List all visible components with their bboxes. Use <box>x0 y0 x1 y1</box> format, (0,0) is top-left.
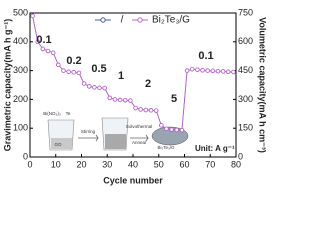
x-tick-label: 70 <box>205 159 215 169</box>
data-point <box>210 68 216 73</box>
data-point <box>215 68 221 74</box>
data-point <box>61 68 66 73</box>
inset <box>47 117 189 151</box>
data-point <box>92 85 97 90</box>
data-point <box>117 97 123 103</box>
data-point <box>97 85 102 91</box>
data-point <box>226 69 231 74</box>
data-point <box>174 127 179 133</box>
data-point <box>87 84 92 89</box>
x-tick-label: 60 <box>179 159 189 169</box>
y2-axis-title: Volumetric capacity(mA h cm⁻³) <box>258 17 268 153</box>
data-point <box>56 62 61 68</box>
beaker-liquid <box>51 138 72 149</box>
x-tick-label: 30 <box>102 159 112 169</box>
data-point <box>138 107 143 112</box>
data-point <box>195 67 200 72</box>
data-point <box>66 69 71 74</box>
y-axis-title: Gravimetric capacity(mA h g⁻¹) <box>2 19 12 151</box>
series-line <box>32 15 234 131</box>
data-point <box>76 70 82 76</box>
rate-label: 0.1 <box>198 50 213 62</box>
inset-label: Solvothermal <box>126 124 152 129</box>
legend-marker <box>100 17 106 23</box>
data-point <box>184 68 190 73</box>
y2-tick-label: 750 <box>238 7 253 17</box>
data-point <box>30 13 35 19</box>
inset-label: Anneal <box>132 140 146 145</box>
inset-label: Stirring <box>81 129 96 134</box>
y-tick-label: 100 <box>13 123 28 133</box>
data-point <box>190 66 195 72</box>
data-point <box>107 95 113 101</box>
rate-label: 0.2 <box>66 55 81 67</box>
data-point <box>148 108 154 113</box>
data-point <box>45 48 51 54</box>
inset-label: Te <box>66 111 71 116</box>
y-tick-label: 300 <box>13 65 28 75</box>
x-tick-label: 20 <box>76 159 86 169</box>
product <box>151 126 189 146</box>
x-tick-label: 40 <box>128 159 138 169</box>
data-point <box>123 97 128 103</box>
y-tick-label: 200 <box>13 94 28 104</box>
data-point <box>220 69 226 74</box>
data-point <box>164 126 169 131</box>
data-point <box>169 127 174 132</box>
y-tick-label: 400 <box>13 36 28 46</box>
y2-tick-label: 600 <box>238 36 253 46</box>
y2-tick-label: 450 <box>238 65 253 75</box>
data-point <box>231 69 236 75</box>
y-tick-label: 0 <box>23 151 28 161</box>
rate-label: 5 <box>171 93 177 105</box>
data-point <box>50 50 56 55</box>
legend-marker <box>137 17 143 23</box>
data-point <box>205 68 210 73</box>
data-point <box>200 68 205 73</box>
arrow <box>130 134 149 142</box>
arrow <box>78 134 99 142</box>
rate-label: 1 <box>118 70 124 82</box>
data-point <box>179 127 185 133</box>
data-point <box>128 98 133 103</box>
data-point <box>143 107 149 113</box>
y2-tick-label: 300 <box>238 94 253 104</box>
unit-note: Unit: A g⁻¹ <box>195 144 235 153</box>
data-point <box>133 105 138 111</box>
data-point <box>81 81 87 86</box>
x-tick-label: 0 <box>27 159 32 169</box>
data-point <box>35 39 40 44</box>
chart: Gravimetric capacity(mA h g⁻¹) Volumetri… <box>2 7 268 185</box>
legend-label: Bi₂Te₃/G <box>152 15 190 26</box>
inset-label: Bi₂Te₃/G <box>157 145 175 150</box>
x-tick-label: 50 <box>154 159 164 169</box>
x-tick-label: 80 <box>231 159 241 169</box>
data-point <box>153 108 159 113</box>
y2-tick-label: 150 <box>238 123 253 133</box>
inset-label: GO <box>54 142 62 147</box>
legend-separator: / <box>121 15 124 26</box>
x-axis-title: Cycle number <box>103 175 163 185</box>
y-tick-label: 500 <box>13 7 28 17</box>
data-point <box>40 46 46 52</box>
series-line <box>32 15 234 131</box>
inset-label: Bi(NO₃)₃ <box>43 111 61 116</box>
data-point <box>159 123 164 128</box>
beaker-liquid <box>105 134 126 149</box>
data-point <box>71 70 76 75</box>
data-point <box>102 85 107 91</box>
rate-label: 2 <box>145 78 151 90</box>
rate-label: 0.5 <box>91 63 106 75</box>
x-tick-label: 10 <box>51 159 61 169</box>
rate-label: 0.1 <box>36 34 51 46</box>
data-point <box>112 97 118 102</box>
y2-tick-label: 0 <box>238 151 243 161</box>
